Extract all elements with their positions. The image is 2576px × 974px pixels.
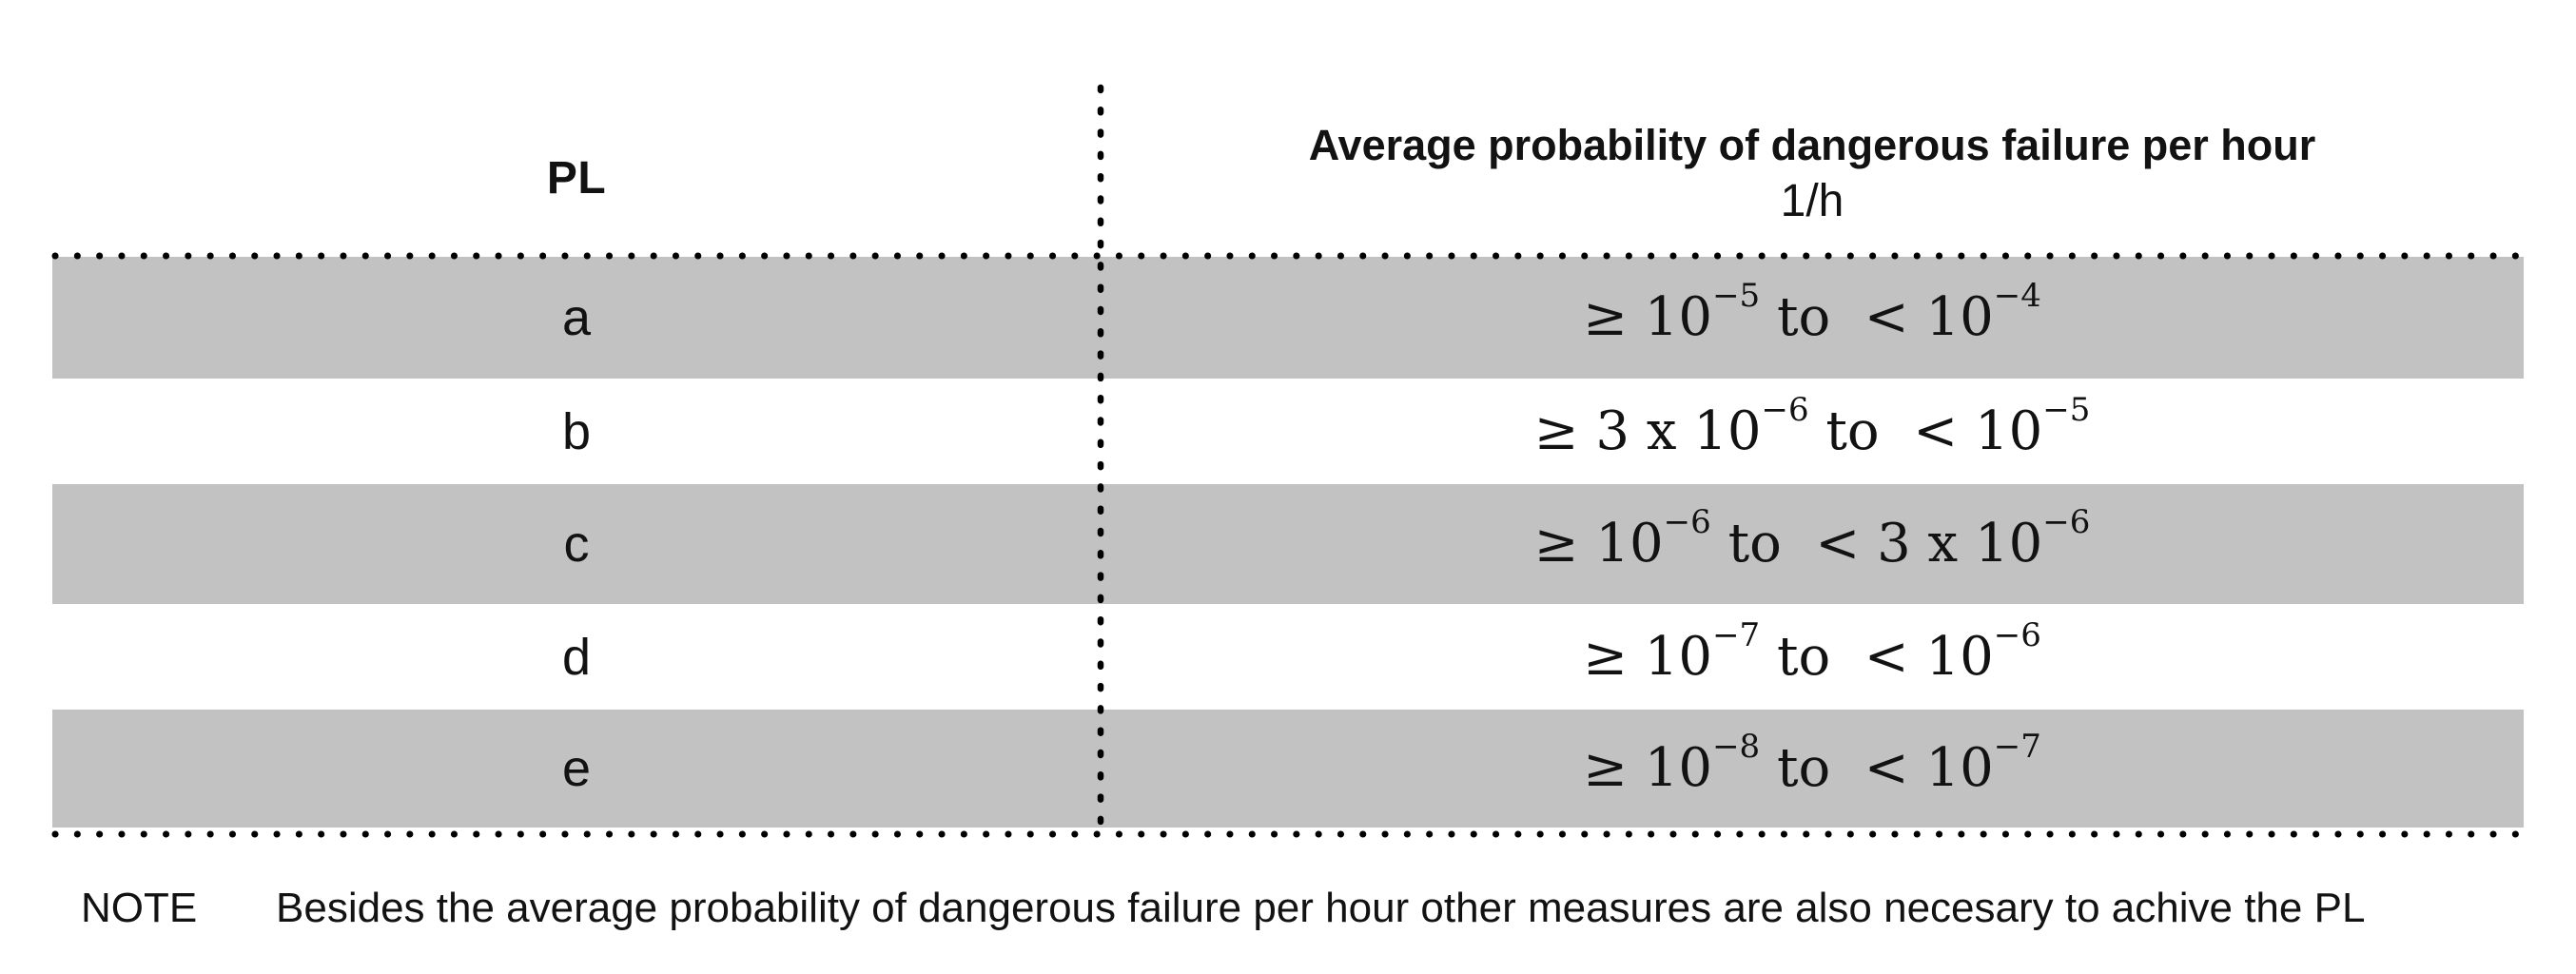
pl-cell: b	[561, 402, 592, 460]
range-lower-exponent: −6	[1761, 390, 1809, 429]
range-upper: to < 10	[1760, 625, 1994, 688]
range-lower-exponent: −6	[1663, 503, 1711, 541]
table-bottom-dotted-line	[51, 830, 2525, 838]
pl-cell: e	[561, 740, 592, 797]
table-header-divider-dotted-line	[51, 252, 2525, 260]
probability-range: ≥ 10−5 to < 10−4	[1583, 280, 2041, 344]
range-upper: to < 10	[1808, 399, 2043, 462]
table-row-d: d ≥ 10−7 to < 10−6	[52, 604, 2524, 710]
range-upper: to < 3 x 10	[1710, 513, 2043, 575]
range-upper-exponent: −5	[2042, 390, 2091, 429]
range-lower-exponent: −7	[1712, 615, 1761, 654]
probability-range: ≥ 10−8 to < 10−7	[1583, 730, 2041, 795]
pl-cell: d	[561, 628, 592, 686]
range-lower: ≥ 10	[1583, 625, 1713, 688]
probability-range: ≥ 3 x 10−6 to < 10−5	[1534, 394, 2091, 458]
probability-cell: ≥ 3 x 10−6 to < 10−5	[1101, 379, 2524, 484]
probability-range: ≥ 10−6 to < 3 x 10−6	[1534, 506, 2091, 571]
pl-cell: c	[563, 516, 590, 573]
column-header-pl: PL	[546, 153, 607, 204]
probability-range: ≥ 10−7 to < 10−6	[1583, 619, 2041, 684]
note-label: NOTE	[81, 885, 198, 931]
table-row-b: b ≥ 3 x 10−6 to < 10−5	[52, 379, 2524, 484]
column-header-probability-unit: 1/h	[1780, 176, 1844, 226]
table-column-divider-dotted-line	[1097, 84, 1104, 829]
pl-cell: a	[561, 289, 592, 346]
column-header-probability-title: Average probability of dangerous failure…	[1308, 121, 2316, 169]
table-row-c: c ≥ 10−6 to < 3 x 10−6	[52, 484, 2524, 604]
note-text: Besides the average probability of dange…	[276, 885, 2366, 931]
probability-cell: ≥ 10−5 to < 10−4	[1101, 257, 2524, 379]
table-row-e: e ≥ 10−8 to < 10−7	[52, 710, 2524, 828]
range-upper: to < 10	[1760, 286, 1994, 348]
range-upper-exponent: −7	[1993, 728, 2041, 766]
range-upper-exponent: −6	[2042, 503, 2091, 541]
table-row-a: a ≥ 10−5 to < 10−4	[52, 257, 2524, 379]
range-lower: ≥ 3 x 10	[1533, 399, 1762, 462]
range-lower-exponent: −5	[1712, 277, 1761, 315]
range-upper-exponent: −6	[1993, 615, 2041, 654]
probability-cell: ≥ 10−7 to < 10−6	[1101, 604, 2524, 710]
table-body: a ≥ 10−5 to < 10−4 b ≥ 3 x 10−6 to < 10−…	[52, 257, 2524, 828]
range-upper: to < 10	[1760, 737, 1994, 799]
range-lower-exponent: −8	[1712, 728, 1761, 766]
probability-cell: ≥ 10−8 to < 10−7	[1101, 710, 2524, 828]
range-lower: ≥ 10	[1583, 286, 1713, 348]
range-lower: ≥ 10	[1533, 513, 1664, 575]
probability-cell: ≥ 10−6 to < 3 x 10−6	[1101, 484, 2524, 604]
column-header-probability: Average probability of dangerous failure…	[1101, 120, 2524, 232]
range-upper-exponent: −4	[1993, 277, 2041, 315]
range-lower: ≥ 10	[1583, 737, 1713, 799]
